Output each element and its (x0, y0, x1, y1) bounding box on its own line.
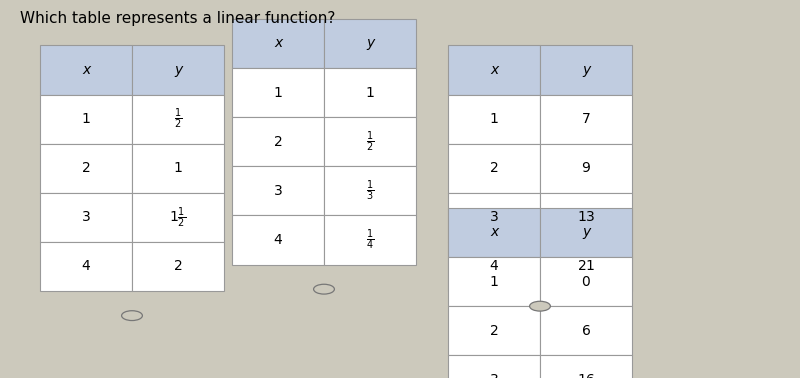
Bar (540, 45, 632, 94)
Circle shape (122, 311, 142, 321)
Text: $3$: $3$ (489, 210, 499, 225)
Bar (448, 144, 540, 193)
Bar (132, 94, 224, 144)
Bar (324, 68, 416, 117)
Bar (448, 208, 540, 257)
Text: y: y (582, 63, 590, 77)
Bar (40, 94, 132, 144)
Bar (540, 355, 632, 378)
Bar (132, 193, 224, 242)
Text: $2$: $2$ (82, 161, 90, 175)
Bar (324, 215, 416, 265)
Bar (232, 19, 324, 68)
Text: y: y (582, 225, 590, 240)
Bar (232, 166, 324, 215)
Text: x: x (274, 36, 282, 51)
Bar (324, 117, 416, 166)
Text: $2$: $2$ (490, 161, 498, 175)
Text: $2$: $2$ (274, 135, 282, 149)
Text: x: x (82, 63, 90, 77)
Bar (324, 166, 416, 215)
Text: x: x (490, 63, 498, 77)
Text: $2$: $2$ (490, 324, 498, 338)
Bar (540, 144, 632, 193)
Text: $\frac{1}{2}$: $\frac{1}{2}$ (174, 107, 182, 131)
Bar (540, 193, 632, 242)
Bar (540, 257, 632, 306)
Bar (40, 242, 132, 291)
Circle shape (314, 284, 334, 294)
Text: $1$: $1$ (489, 274, 499, 289)
Bar (324, 19, 416, 68)
Text: $1$: $1$ (173, 161, 183, 175)
Text: $\frac{1}{3}$: $\frac{1}{3}$ (366, 179, 374, 203)
Bar (232, 117, 324, 166)
Bar (40, 45, 132, 94)
Text: $9$: $9$ (581, 161, 591, 175)
Bar (448, 306, 540, 355)
Text: $1$: $1$ (365, 85, 375, 100)
Text: $1$: $1$ (489, 112, 499, 126)
Bar (232, 68, 324, 117)
Bar (448, 355, 540, 378)
Text: $3$: $3$ (489, 373, 499, 378)
Text: $\frac{1}{2}$: $\frac{1}{2}$ (366, 130, 374, 154)
Bar (40, 144, 132, 193)
Text: $7$: $7$ (581, 112, 591, 126)
Bar (540, 94, 632, 144)
Bar (448, 257, 540, 306)
Text: $1\frac{1}{2}$: $1\frac{1}{2}$ (170, 205, 186, 229)
Text: $4$: $4$ (81, 259, 91, 274)
Bar (448, 193, 540, 242)
Text: $2$: $2$ (174, 259, 182, 274)
Text: $4$: $4$ (489, 259, 499, 274)
Bar (448, 45, 540, 94)
Text: $1$: $1$ (81, 112, 91, 126)
Text: y: y (366, 36, 374, 51)
Text: $6$: $6$ (581, 324, 591, 338)
Text: Which table represents a linear function?: Which table represents a linear function… (20, 11, 335, 26)
Bar (540, 306, 632, 355)
Bar (132, 45, 224, 94)
Bar (232, 215, 324, 265)
Text: $4$: $4$ (273, 233, 283, 247)
Bar (540, 242, 632, 291)
Bar (40, 193, 132, 242)
Text: $0$: $0$ (581, 274, 591, 289)
Text: $16$: $16$ (577, 373, 595, 378)
Bar (448, 94, 540, 144)
Text: $3$: $3$ (81, 210, 91, 225)
Text: $\frac{1}{4}$: $\frac{1}{4}$ (366, 228, 374, 252)
Text: $21$: $21$ (577, 259, 595, 274)
Bar (448, 242, 540, 291)
Circle shape (530, 301, 550, 311)
Bar (540, 208, 632, 257)
Text: $1$: $1$ (273, 85, 283, 100)
Bar (132, 144, 224, 193)
Text: x: x (490, 225, 498, 240)
Bar (132, 242, 224, 291)
Text: $3$: $3$ (273, 184, 283, 198)
Text: $13$: $13$ (577, 210, 595, 225)
Text: y: y (174, 63, 182, 77)
